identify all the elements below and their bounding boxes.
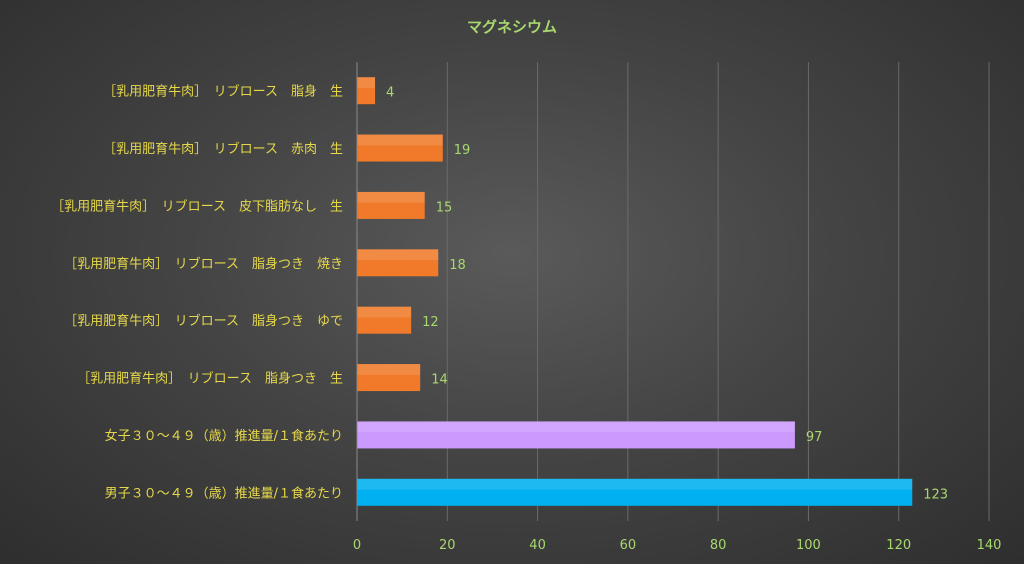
- bar-4: [357, 306, 412, 334]
- bar-highlight-7: [357, 478, 913, 490]
- bar-highlight-4: [357, 306, 412, 318]
- x-tick-label-140: 140: [977, 538, 1002, 553]
- x-tick-label-0: 0: [353, 538, 361, 553]
- data-label-7: 123: [923, 487, 948, 502]
- bars: [357, 77, 913, 506]
- x-tick-label-60: 60: [620, 538, 637, 553]
- bar-1: [357, 134, 443, 162]
- category-label-4: ［乳用肥育牛肉］ リブロース 脂身つき ゆで: [64, 313, 343, 329]
- bar-7: [357, 478, 913, 506]
- bar-6: [357, 421, 795, 449]
- data-label-1: 19: [454, 143, 471, 158]
- data-label-4: 12: [422, 315, 439, 330]
- x-tick-labels: 0 20 40 60 80 100 120 140: [353, 538, 1002, 553]
- chart-title: マグネシウム: [467, 18, 557, 36]
- x-tick-label-20: 20: [439, 538, 456, 553]
- category-label-5: ［乳用肥育牛肉］ リブロース 脂身つき 生: [77, 371, 343, 387]
- x-tick-label-40: 40: [529, 538, 546, 553]
- data-label-5: 14: [431, 373, 448, 388]
- x-tick-label-80: 80: [710, 538, 727, 553]
- category-labels: ［乳用肥育牛肉］ リブロース 脂身 生 ［乳用肥育牛肉］ リブロース 赤肉 生 ［乳…: [51, 84, 343, 502]
- bar-highlight-2: [357, 191, 425, 203]
- bar-highlight-3: [357, 249, 439, 261]
- data-label-2: 15: [436, 200, 453, 215]
- category-label-1: ［乳用肥育牛肉］ リブロース 赤肉 生: [103, 141, 343, 157]
- bar-highlight-1: [357, 134, 443, 146]
- bar-highlight-0: [357, 77, 376, 88]
- bar-highlight-6: [357, 421, 795, 433]
- data-label-0: 4: [386, 86, 394, 101]
- category-label-7: 男子３０～４９（歳）推進量/１食あたり: [105, 485, 343, 501]
- category-label-6: 女子３０～４９（歳）推進量/１食あたり: [105, 428, 343, 444]
- bar-highlight-5: [357, 364, 421, 375]
- category-label-2: ［乳用肥育牛肉］ リブロース 皮下脂肪なし 生: [51, 198, 343, 214]
- bar-0: [357, 77, 376, 105]
- data-labels: 4 19 15 18 12 14 97 123: [386, 86, 948, 503]
- data-label-6: 97: [806, 430, 823, 445]
- category-label-0: ［乳用肥育牛肉］ リブロース 脂身 生: [103, 84, 343, 100]
- gridlines: [446, 62, 990, 521]
- bar-3: [357, 249, 439, 277]
- category-label-3: ［乳用肥育牛肉］ リブロース 脂身つき 焼き: [64, 256, 343, 272]
- x-tick-label-120: 120: [886, 538, 911, 553]
- bar-2: [357, 191, 425, 219]
- data-label-3: 18: [449, 258, 466, 273]
- x-tick-label-100: 100: [796, 538, 821, 553]
- bar-5: [357, 364, 421, 392]
